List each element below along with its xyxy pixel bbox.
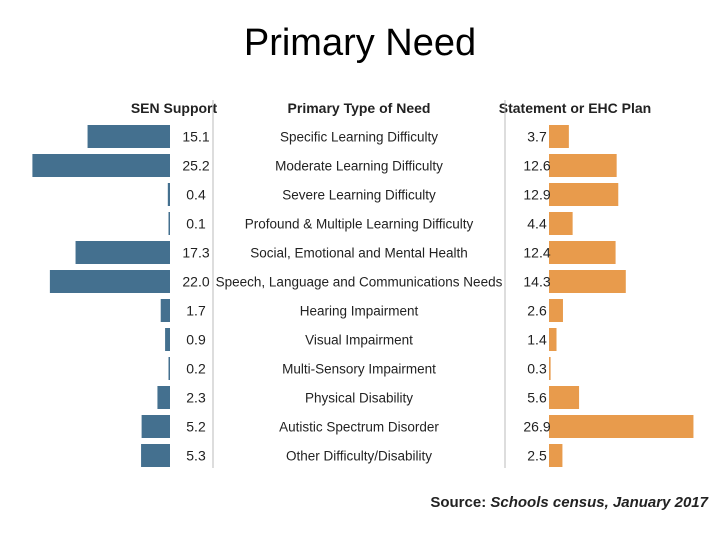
bar-statement-ehc [549,357,551,380]
bar-sen-support [168,357,170,380]
category-label: Profound & Multiple Learning Difficulty [245,217,474,232]
label-sen-support: 0.2 [186,361,206,377]
category-label: Specific Learning Difficulty [280,130,438,145]
label-statement-ehc: 26.9 [523,419,550,435]
label-sen-support: 15.1 [182,129,209,145]
bar-statement-ehc [549,415,694,438]
bar-sen-support [157,386,170,409]
slide-title: Primary Need [243,22,477,64]
category-label: Other Difficulty/Disability [286,449,432,464]
label-sen-support: 5.2 [186,419,206,435]
source-prefix: Source: [430,494,487,511]
category-label: Visual Impairment [305,333,413,348]
label-sen-support: 22.0 [182,274,209,290]
bar-statement-ehc [549,183,619,206]
label-sen-support: 1.7 [186,303,206,319]
bar-sen-support [141,415,170,438]
bar-sen-support [32,154,170,177]
label-sen-support: 0.4 [186,187,206,203]
label-statement-ehc: 12.4 [523,245,550,261]
bar-sen-support [165,328,170,351]
label-statement-ehc: 4.4 [527,216,547,232]
source-note: Source: Schools census, January 2017 [430,494,708,511]
bar-sen-support [141,444,170,467]
bar-sen-support [87,125,170,148]
bar-statement-ehc [549,154,617,177]
label-statement-ehc: 12.9 [523,187,550,203]
category-label: Multi-Sensory Impairment [282,362,436,377]
category-label: Severe Learning Difficulty [282,188,436,203]
header-statement-ehc: Statement or EHC Plan [499,100,651,116]
label-statement-ehc: 2.5 [527,448,547,464]
label-statement-ehc: 12.6 [523,158,550,174]
category-label: Autistic Spectrum Disorder [279,420,439,435]
category-label: Physical Disability [305,391,413,406]
header-primary-type: Primary Type of Need [288,100,431,116]
source-text: Schools census, January 2017 [490,494,708,511]
label-sen-support: 0.9 [186,332,206,348]
header-sen-support: SEN Support [131,100,218,116]
bar-statement-ehc [549,241,616,264]
bar-sen-support [160,299,170,322]
label-statement-ehc: 1.4 [527,332,547,348]
bar-sen-support [49,270,170,293]
bar-sen-support [167,183,170,206]
label-statement-ehc: 0.3 [527,361,547,377]
label-sen-support: 25.2 [182,158,209,174]
label-sen-support: 5.3 [186,448,206,464]
bar-sen-support [168,212,170,235]
bar-statement-ehc [549,386,580,409]
category-label: Hearing Impairment [300,304,419,319]
bar-statement-ehc [549,328,557,351]
label-statement-ehc: 3.7 [527,129,547,145]
label-sen-support: 2.3 [186,390,206,406]
bar-statement-ehc [549,299,563,322]
category-label: Speech, Language and Communications Need… [216,275,503,290]
label-statement-ehc: 2.6 [527,303,547,319]
bar-statement-ehc [549,270,626,293]
bar-statement-ehc [549,212,573,235]
bar-statement-ehc [549,444,563,467]
label-statement-ehc: 5.6 [527,390,547,406]
bar-sen-support [75,241,170,264]
label-sen-support: 17.3 [182,245,209,261]
bar-statement-ehc [549,125,569,148]
label-statement-ehc: 14.3 [523,274,550,290]
category-label: Moderate Learning Difficulty [275,159,443,174]
category-label: Social, Emotional and Mental Health [250,246,468,261]
label-sen-support: 0.1 [186,216,206,232]
